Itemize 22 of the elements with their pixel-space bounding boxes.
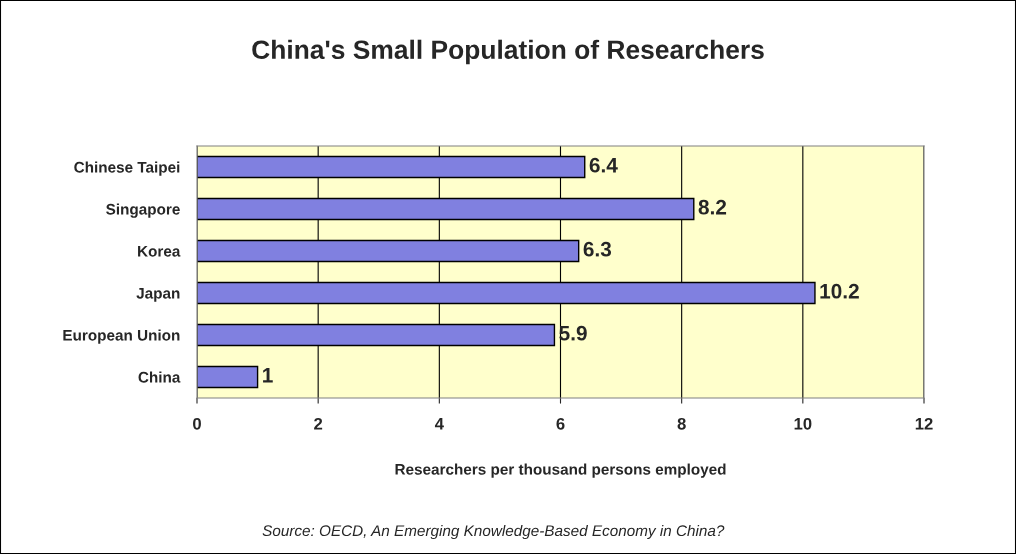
y-tick-label: Singapore bbox=[106, 203, 180, 218]
x-tick-label: 10 bbox=[794, 417, 812, 430]
x-tick-label: 12 bbox=[915, 417, 933, 430]
data-label: 6.4 bbox=[589, 157, 618, 173]
y-tick-label: Chinese Taipei bbox=[74, 161, 180, 176]
data-label: 1 bbox=[263, 368, 273, 383]
y-tick-label: European Union bbox=[63, 329, 180, 344]
data-label: 10.2 bbox=[820, 283, 859, 299]
x-axis-title: Researchers per thousand persons employed bbox=[395, 463, 726, 478]
x-tick-label: 6 bbox=[556, 417, 565, 430]
x-tick-label: 2 bbox=[314, 417, 323, 430]
source-note: Source: OECD, An Emerging Knowledge-Based Economy in China? bbox=[262, 524, 725, 540]
data-label: 6.3 bbox=[583, 241, 612, 257]
y-tick-label: Japan bbox=[136, 288, 180, 302]
y-tick-label: China bbox=[138, 371, 181, 383]
bar bbox=[197, 365, 259, 389]
chart-title: China's Small Population of Researchers bbox=[252, 39, 764, 65]
x-tick-label: 4 bbox=[434, 418, 444, 430]
x-tick-label: 8 bbox=[677, 417, 686, 430]
x-tick-label: 0 bbox=[193, 417, 201, 430]
y-tick-label: Korea bbox=[138, 246, 181, 257]
data-label: 8.2 bbox=[698, 199, 727, 215]
